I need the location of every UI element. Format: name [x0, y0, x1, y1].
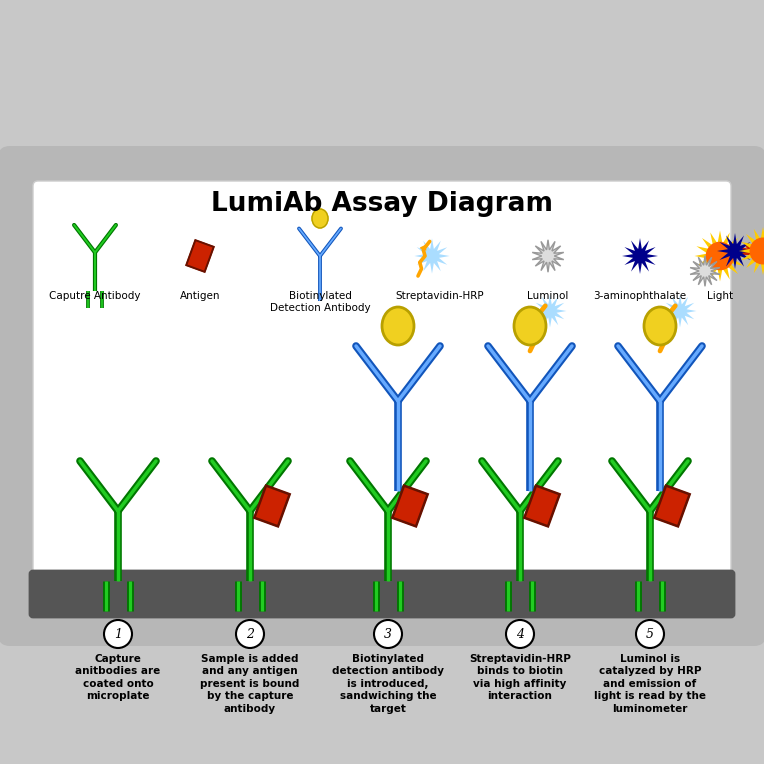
- Polygon shape: [694, 231, 746, 281]
- FancyBboxPatch shape: [2, 150, 762, 642]
- Circle shape: [707, 242, 733, 270]
- Ellipse shape: [312, 209, 328, 228]
- Text: 3: 3: [384, 627, 392, 640]
- FancyBboxPatch shape: [654, 486, 690, 526]
- FancyBboxPatch shape: [392, 486, 428, 526]
- FancyBboxPatch shape: [4, 152, 760, 640]
- Polygon shape: [533, 240, 564, 272]
- Text: Light: Light: [707, 291, 733, 301]
- Text: 4: 4: [516, 627, 524, 640]
- Polygon shape: [739, 227, 764, 275]
- Text: 1: 1: [114, 627, 122, 640]
- FancyBboxPatch shape: [0, 146, 764, 646]
- FancyBboxPatch shape: [33, 181, 731, 611]
- FancyBboxPatch shape: [0, 148, 764, 644]
- Polygon shape: [533, 294, 566, 328]
- Circle shape: [506, 620, 534, 648]
- Text: Streptavidin-HRP
binds to biotin
via high affinity
interaction: Streptavidin-HRP binds to biotin via hig…: [469, 654, 571, 701]
- Polygon shape: [663, 294, 697, 328]
- Text: Antigen: Antigen: [180, 291, 220, 301]
- Text: Biotinylated
detection antibody
is introduced,
sandwiching the
target: Biotinylated detection antibody is intro…: [332, 654, 444, 714]
- Text: Luminol is
catalyzed by HRP
and emission of
light is read by the
luminometer: Luminol is catalyzed by HRP and emission…: [594, 654, 706, 714]
- Ellipse shape: [644, 307, 676, 345]
- FancyBboxPatch shape: [186, 240, 214, 272]
- FancyBboxPatch shape: [12, 160, 752, 632]
- Text: Luminol: Luminol: [527, 291, 568, 301]
- FancyBboxPatch shape: [10, 158, 754, 634]
- FancyBboxPatch shape: [8, 156, 756, 636]
- Text: Caputre Antibody: Caputre Antibody: [49, 291, 141, 301]
- Circle shape: [636, 620, 664, 648]
- FancyBboxPatch shape: [30, 571, 734, 617]
- FancyBboxPatch shape: [16, 164, 748, 628]
- Polygon shape: [414, 238, 449, 274]
- Text: Streptavidin-HRP: Streptavidin-HRP: [396, 291, 484, 301]
- Circle shape: [236, 620, 264, 648]
- Ellipse shape: [382, 307, 414, 345]
- Circle shape: [750, 238, 764, 264]
- FancyBboxPatch shape: [6, 154, 758, 638]
- FancyBboxPatch shape: [524, 486, 560, 526]
- FancyBboxPatch shape: [254, 486, 290, 526]
- Text: Biotinylated
Detection Antibody: Biotinylated Detection Antibody: [270, 291, 371, 312]
- Ellipse shape: [514, 307, 546, 345]
- Text: Sample is added
and any antigen
present is bound
by the capture
antibody: Sample is added and any antigen present …: [200, 654, 299, 714]
- Polygon shape: [717, 233, 753, 269]
- Text: 5: 5: [646, 627, 654, 640]
- Circle shape: [374, 620, 402, 648]
- Text: LumiAb Assay Diagram: LumiAb Assay Diagram: [211, 191, 553, 217]
- FancyBboxPatch shape: [14, 162, 750, 630]
- Text: 2: 2: [246, 627, 254, 640]
- Text: 3-aminophthalate: 3-aminophthalate: [594, 291, 687, 301]
- Polygon shape: [690, 256, 720, 286]
- Text: Capture
anitbodies are
coated onto
microplate: Capture anitbodies are coated onto micro…: [76, 654, 160, 701]
- Circle shape: [104, 620, 132, 648]
- Polygon shape: [622, 238, 658, 274]
